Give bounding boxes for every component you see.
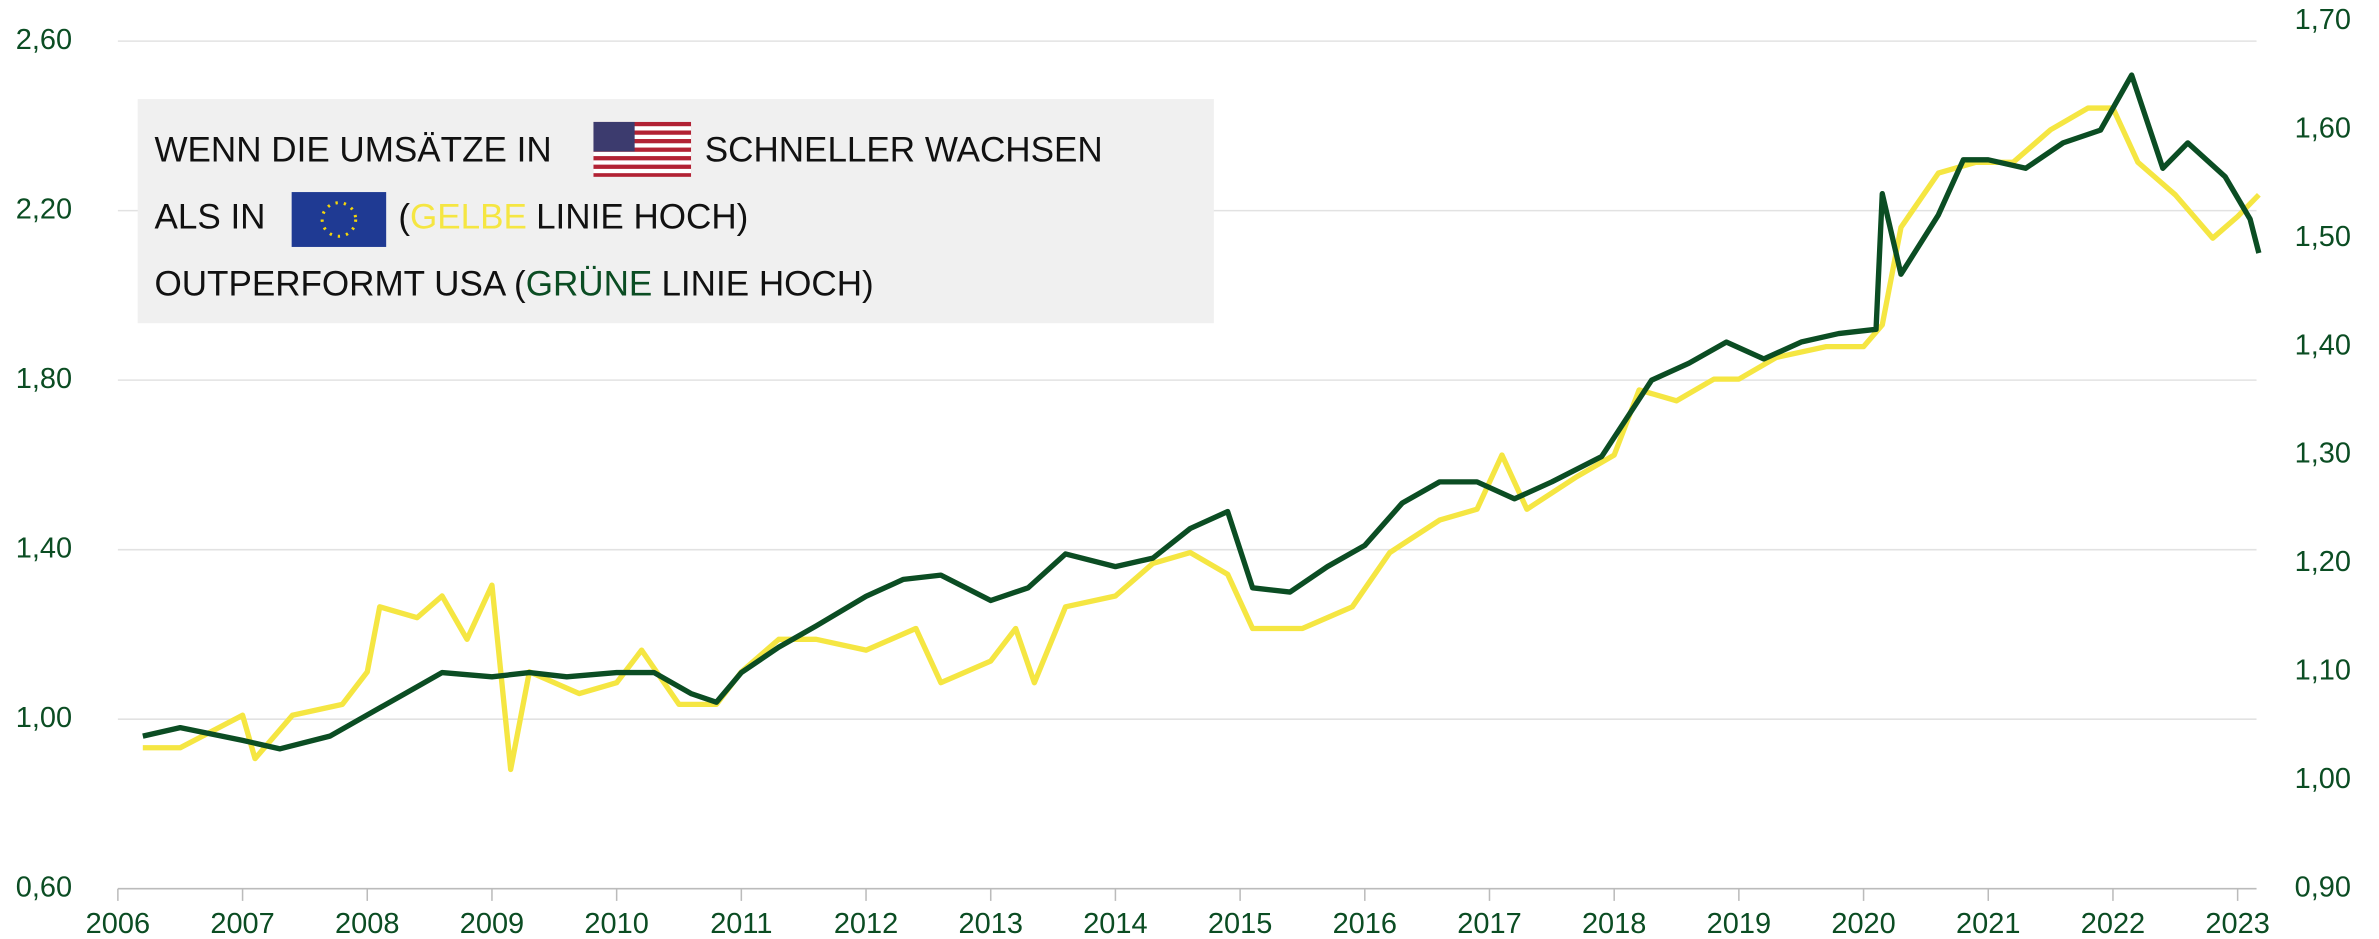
annotation-yellow: GELBE xyxy=(410,198,527,237)
y2-tick-label: 1,00 xyxy=(2295,763,2351,795)
x-tick-label: 2014 xyxy=(1083,908,1147,939)
x-tick-label: 2008 xyxy=(335,908,399,939)
y-tick-label: 1,00 xyxy=(16,702,72,734)
series-line xyxy=(142,72,2262,752)
y-tick-label: 1,80 xyxy=(16,363,72,395)
y2-tick-label: 1,20 xyxy=(2295,546,2351,578)
y2-tick-label: 1,40 xyxy=(2295,329,2351,361)
annotation-text: ( xyxy=(398,198,410,237)
x-tick-label: 2010 xyxy=(584,908,648,939)
y2-tick-label: 1,60 xyxy=(2295,112,2351,144)
y-tick-label: 1,40 xyxy=(16,532,72,564)
annotation-green: GRÜNE xyxy=(526,265,653,304)
y-tick-label: 0,60 xyxy=(16,871,72,903)
eu-flag xyxy=(291,192,387,247)
y-tick-label: 2,60 xyxy=(16,24,72,56)
x-tick-label: 2023 xyxy=(2205,908,2269,939)
y2-tick-label: 1,50 xyxy=(2295,221,2351,253)
x-tick-label: 2021 xyxy=(1956,908,2020,939)
y-tick-label: 2,20 xyxy=(16,193,72,225)
x-tick-label: 2013 xyxy=(959,908,1023,939)
annotation-text: WENN DIE UMSÄTZE IN xyxy=(154,131,551,170)
y2-tick-label: 1,30 xyxy=(2295,438,2351,470)
lines-layer xyxy=(142,72,2262,773)
x-tick-label: 2022 xyxy=(2081,908,2145,939)
x-tick-label: 2016 xyxy=(1333,908,1397,939)
y2-tick-label: 1,70 xyxy=(2295,4,2351,36)
x-tick-label: 2018 xyxy=(1582,908,1646,939)
x-tick-label: 2012 xyxy=(834,908,898,939)
annotation-text: ALS IN xyxy=(154,198,265,237)
x-tick-label: 2011 xyxy=(710,908,772,939)
grid-layer: 0,60 1,00 1,40 1,80 2,20 2,60 0,90 1,00 1,10 1,20… xyxy=(16,4,2351,939)
x-tick-label: 2006 xyxy=(86,908,150,939)
annotation-text: OUTPERFORMT USA (GRÜNE LINIE HOCH) xyxy=(154,265,873,304)
x-tick-label: 2017 xyxy=(1457,908,1521,939)
x-tick-label: 2009 xyxy=(460,908,524,939)
x-tick-label: 2007 xyxy=(210,908,274,939)
us-flag xyxy=(593,121,692,177)
annotation-text: LINIE HOCH) xyxy=(536,198,748,237)
annotation-text: LINIE HOCH) xyxy=(661,265,873,304)
x-tick-label: 2020 xyxy=(1831,908,1895,939)
annotation-text: ALS IN (GELBE LINIE HOCH) xyxy=(154,198,748,237)
x-tick-label: 2019 xyxy=(1707,908,1771,939)
y2-tick-label: 1,10 xyxy=(2295,655,2351,687)
annotation-text: SCHNELLER WACHSEN xyxy=(705,131,1103,170)
y2-tick-label: 0,90 xyxy=(2295,871,2351,903)
x-tick-label: 2015 xyxy=(1208,908,1272,939)
series-line xyxy=(142,105,2261,773)
annotation-text: OUTPERFORMT USA ( xyxy=(154,265,526,304)
